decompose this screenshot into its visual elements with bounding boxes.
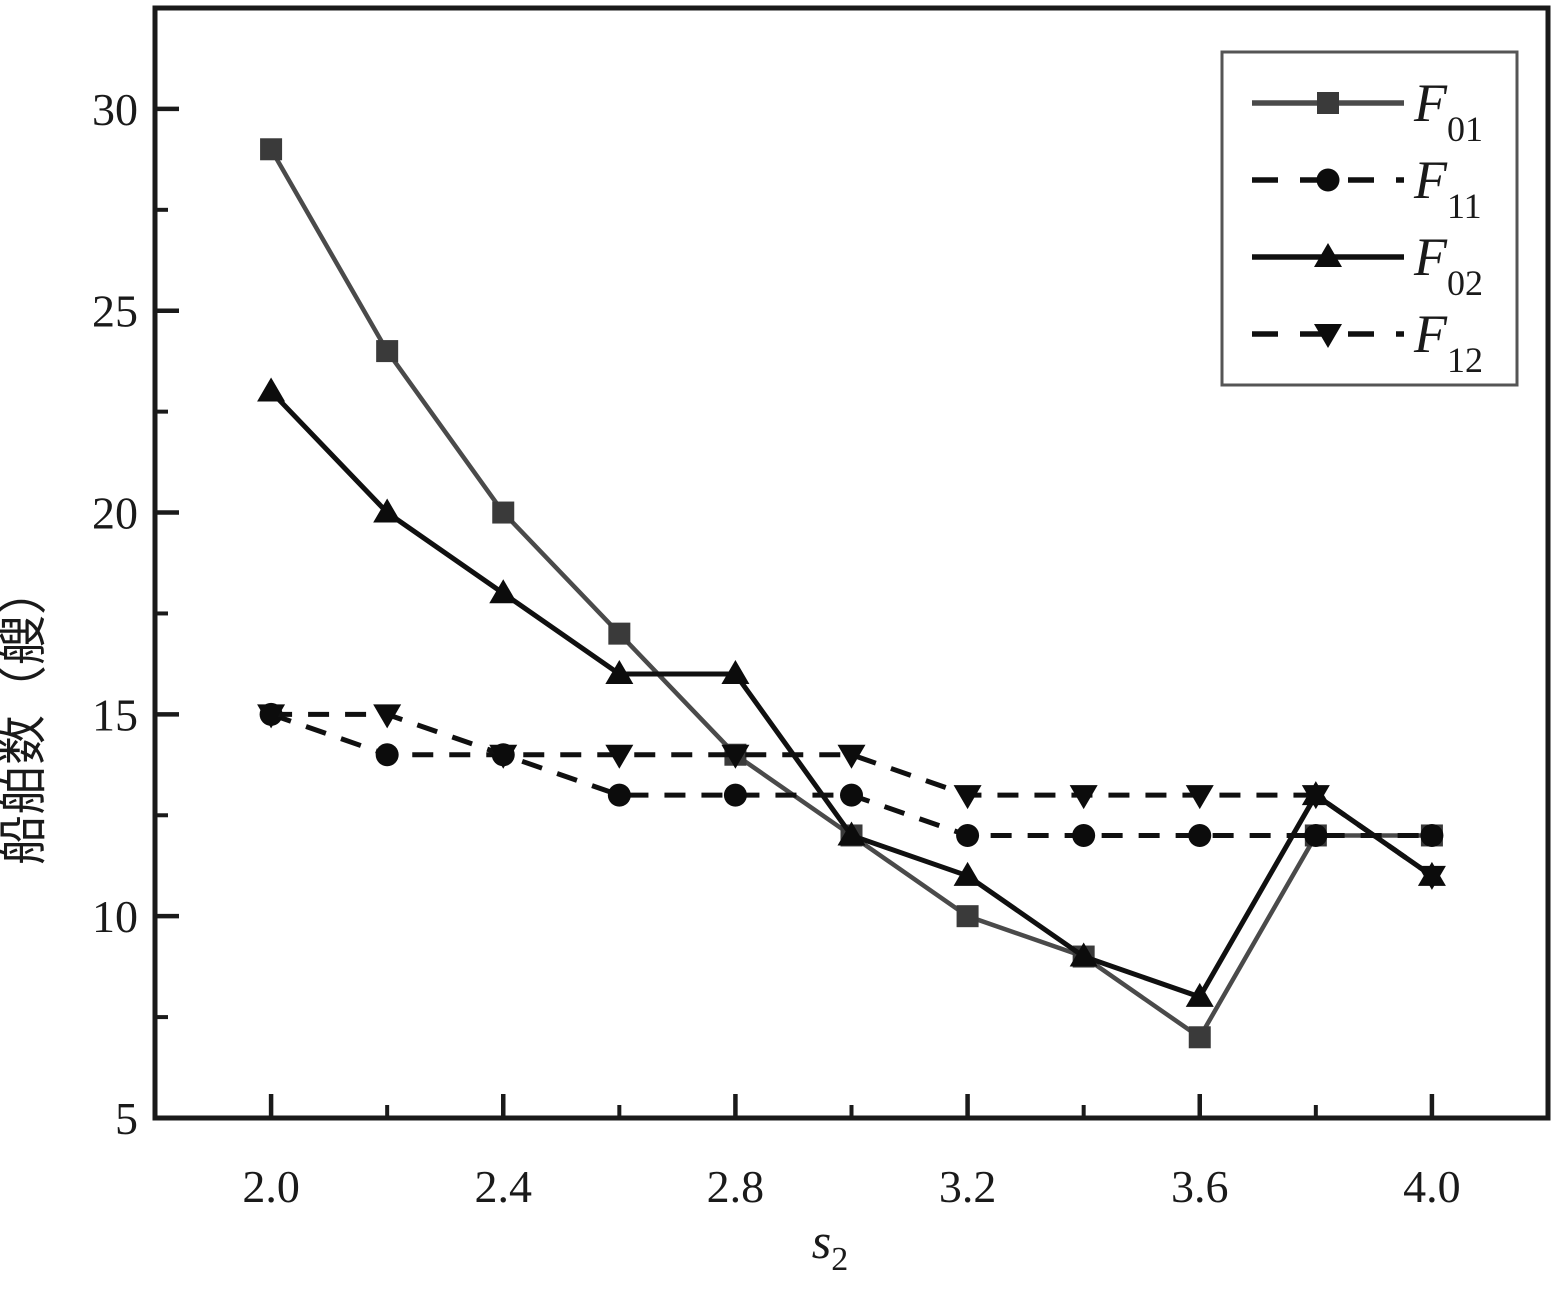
data-point-circle: [375, 743, 399, 767]
data-point-circle: [1072, 823, 1096, 847]
data-point-triangle-up: [489, 579, 518, 604]
data-point-triangle-down: [837, 744, 866, 769]
y-axis-title: 船舶数（艘）: [0, 565, 51, 865]
data-point-triangle-up: [257, 377, 286, 402]
data-point-triangle-down: [1314, 324, 1342, 348]
data-point-triangle-up: [373, 498, 402, 523]
data-point-triangle-up: [1314, 243, 1342, 267]
legend-box: [1220, 50, 1519, 387]
data-point-triangle-down: [953, 785, 982, 810]
data-point-circle: [1188, 823, 1212, 847]
y-tick-label: 20: [92, 488, 138, 539]
data-point-triangle-down: [1185, 785, 1214, 810]
x-tick-label: 4.0: [1403, 1161, 1461, 1212]
x-tick-label: 2.4: [475, 1161, 533, 1212]
x-tick-label: 2.8: [707, 1161, 765, 1212]
data-point-triangle-up: [1069, 942, 1098, 967]
data-point-triangle-down: [721, 744, 750, 769]
data-point-triangle-up: [605, 660, 634, 684]
data-point-triangle-up: [1185, 982, 1214, 1007]
data-point-triangle-up: [953, 861, 982, 886]
data-point-square: [956, 905, 979, 928]
data-point-square: [492, 501, 515, 524]
data-point-square: [608, 622, 631, 645]
data-point-triangle-down: [489, 744, 518, 769]
series-F02: [257, 377, 1446, 1007]
data-point-triangle-down: [1069, 785, 1098, 810]
data-point-circle: [723, 783, 747, 807]
y-tick-label: 25: [92, 286, 138, 337]
data-point-circle: [1304, 823, 1328, 847]
data-point-square: [260, 138, 283, 161]
data-point-square: [376, 340, 399, 363]
data-point-square: [1317, 92, 1339, 114]
x-tick-label: 3.6: [1171, 1161, 1229, 1212]
y-tick-label: 10: [92, 891, 138, 942]
y-tick-label: 15: [92, 689, 138, 740]
data-point-circle: [1316, 168, 1340, 192]
y-axis: 5 10 15 20 25 30: [92, 6, 179, 1144]
y-tick-label: 5: [115, 1093, 138, 1144]
data-point-circle: [840, 783, 863, 807]
data-point-triangle-down: [605, 744, 634, 769]
data-point-triangle-down: [1301, 785, 1330, 810]
x-tick-label: 3.2: [939, 1161, 997, 1212]
data-point-square: [1188, 1026, 1211, 1049]
data-point-triangle-down: [1417, 865, 1446, 890]
data-point-circle: [1420, 823, 1444, 847]
data-point-triangle-up: [837, 821, 866, 846]
x-axis: 2.0 2.4 2.8 3.2 3.6 4.0: [242, 1094, 1461, 1212]
series-F12: [257, 704, 1446, 890]
data-point-triangle-down: [257, 704, 286, 729]
x-tick-label: 2.0: [242, 1161, 300, 1212]
data-point-triangle-up: [721, 660, 750, 684]
data-point-triangle-down: [373, 704, 402, 729]
data-point-circle: [607, 783, 631, 807]
series-line-F12: [271, 711, 1434, 878]
data-point-circle: [956, 823, 980, 847]
y-tick-label: 30: [92, 84, 138, 135]
